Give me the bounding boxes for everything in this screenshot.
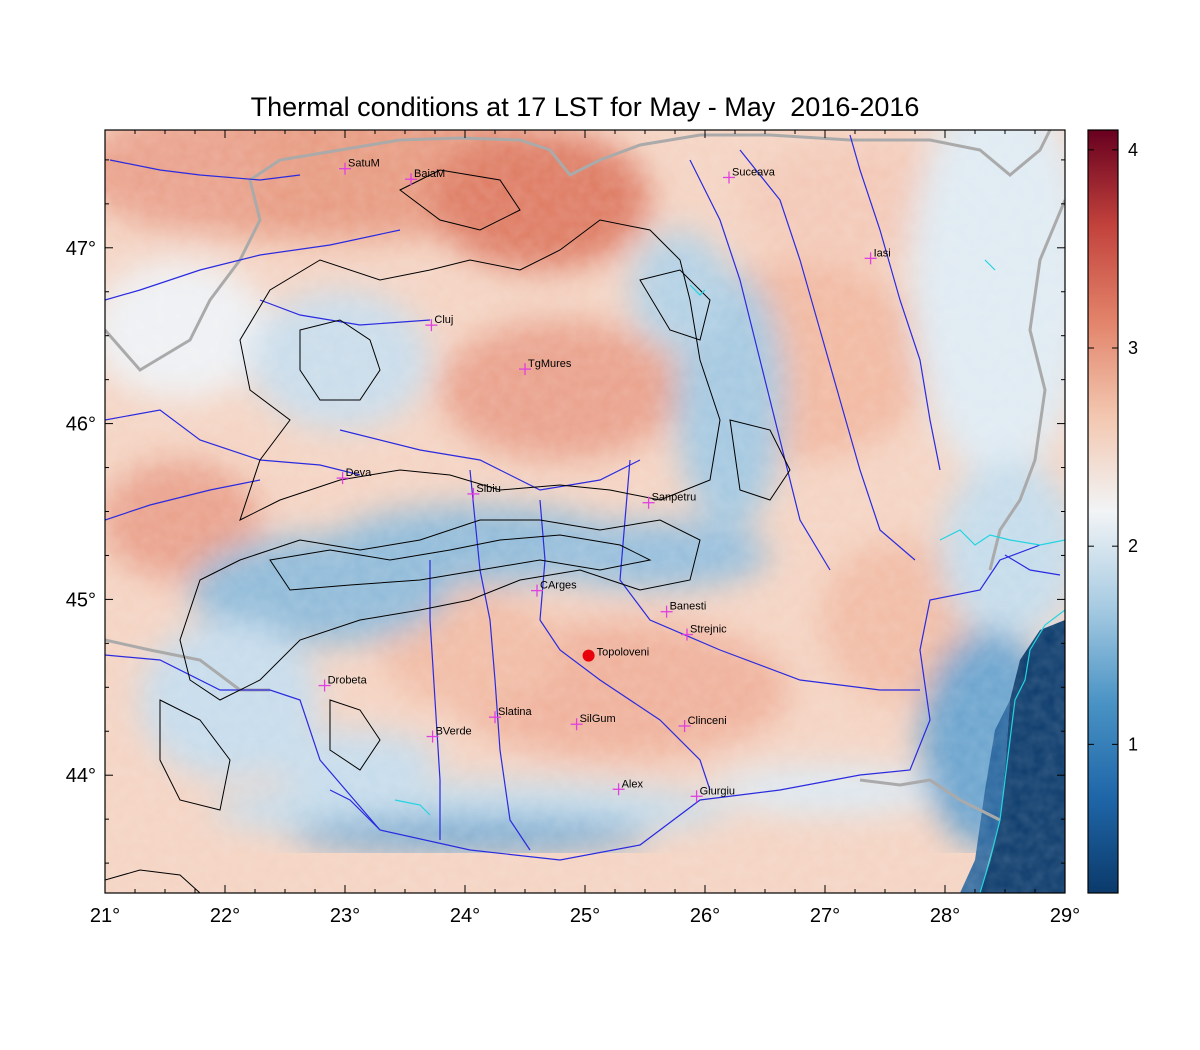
lon-tick-label: 22°	[210, 905, 240, 927]
city-label: TgMures	[528, 358, 572, 370]
city-label: Drobeta	[328, 675, 368, 687]
lat-tick-label: 47°	[66, 238, 96, 260]
lon-tick-label: 29°	[1050, 905, 1080, 927]
city-marker: Clinceni	[678, 715, 727, 732]
colorbar-tick-label: 3	[1128, 338, 1138, 358]
colorbar	[1087, 129, 1119, 894]
lon-tick-label: 25°	[570, 905, 600, 927]
lon-tick-label: 24°	[450, 905, 480, 927]
city-marker: CArges	[531, 580, 577, 597]
city-label: CArges	[540, 580, 577, 592]
city-marker: Sanpetru	[642, 492, 697, 509]
city-marker: SatuM	[339, 158, 380, 175]
elevation-contours	[105, 169, 791, 893]
colorbar-tick-labels: 1 2 3 4	[1088, 140, 1138, 754]
city-marker: BaiaM	[405, 168, 445, 186]
city-label: BaiaM	[414, 168, 445, 180]
city-markers: SatuM BaiaM Suceava Iasi Cluj TgMures Deva Sibi…	[318, 158, 891, 803]
lat-tick-label: 46°	[66, 414, 96, 436]
city-marker: Slatina	[489, 706, 533, 724]
city-label: SatuM	[348, 158, 380, 170]
latitude-tick-labels: 44° 45° 46° 47°	[66, 238, 96, 787]
city-label: Giurgiu	[700, 785, 735, 797]
longitude-tick-labels: 21° 22° 23° 24° 25° 26° 27° 28° 29°	[90, 905, 1080, 927]
coastline-and-lakes	[394, 259, 1065, 893]
city-label: BVerde	[436, 726, 472, 738]
city-label: Deva	[346, 467, 373, 479]
city-marker: Strejnic	[681, 624, 727, 641]
highlight-site: Topoloveni	[582, 647, 650, 662]
city-marker: Sibiu	[467, 483, 501, 500]
colorbar-tick-label: 2	[1128, 536, 1138, 556]
city-marker: TgMures	[519, 358, 572, 376]
lon-tick-label: 26°	[690, 905, 720, 927]
city-label: Sanpetru	[652, 492, 697, 504]
city-label: Iasi	[874, 247, 891, 259]
city-label: Slatina	[498, 706, 533, 718]
city-label: Cluj	[434, 314, 453, 326]
city-marker: Cluj	[425, 314, 453, 332]
city-marker: Suceava	[723, 166, 776, 184]
lat-tick-label: 45°	[66, 589, 96, 611]
city-label: SilGum	[580, 713, 616, 725]
city-label: Banesti	[670, 601, 707, 613]
lon-tick-label: 21°	[90, 905, 120, 927]
city-label: Suceava	[732, 166, 776, 178]
highlight-site-label: Topoloveni	[597, 647, 650, 659]
city-label: Sibiu	[476, 483, 500, 495]
highlight-site-dot	[582, 649, 595, 662]
colorbar-tick-label: 4	[1128, 140, 1138, 160]
city-marker: Alex	[612, 778, 644, 796]
city-marker: Drobeta	[318, 675, 368, 692]
colorbar-tick-label: 1	[1128, 734, 1138, 754]
axis-ticks	[104, 130, 1066, 893]
city-marker: Giurgiu	[690, 785, 735, 803]
city-marker: Iasi	[864, 247, 891, 265]
rivers	[105, 134, 1061, 861]
city-marker: BVerde	[426, 726, 472, 743]
city-marker: Deva	[336, 467, 373, 485]
city-marker: Banesti	[660, 601, 707, 618]
city-label: Clinceni	[688, 715, 727, 727]
map-title: Thermal conditions at 17 LST for May - M…	[250, 92, 920, 122]
lon-tick-label: 28°	[930, 905, 960, 927]
city-label: Alex	[622, 778, 644, 790]
temperature-field	[105, 130, 1065, 893]
city-label: Strejnic	[690, 624, 727, 636]
lon-tick-label: 27°	[810, 905, 840, 927]
city-marker: SilGum	[570, 713, 616, 731]
lat-tick-label: 44°	[66, 765, 96, 787]
lon-tick-label: 23°	[330, 905, 360, 927]
